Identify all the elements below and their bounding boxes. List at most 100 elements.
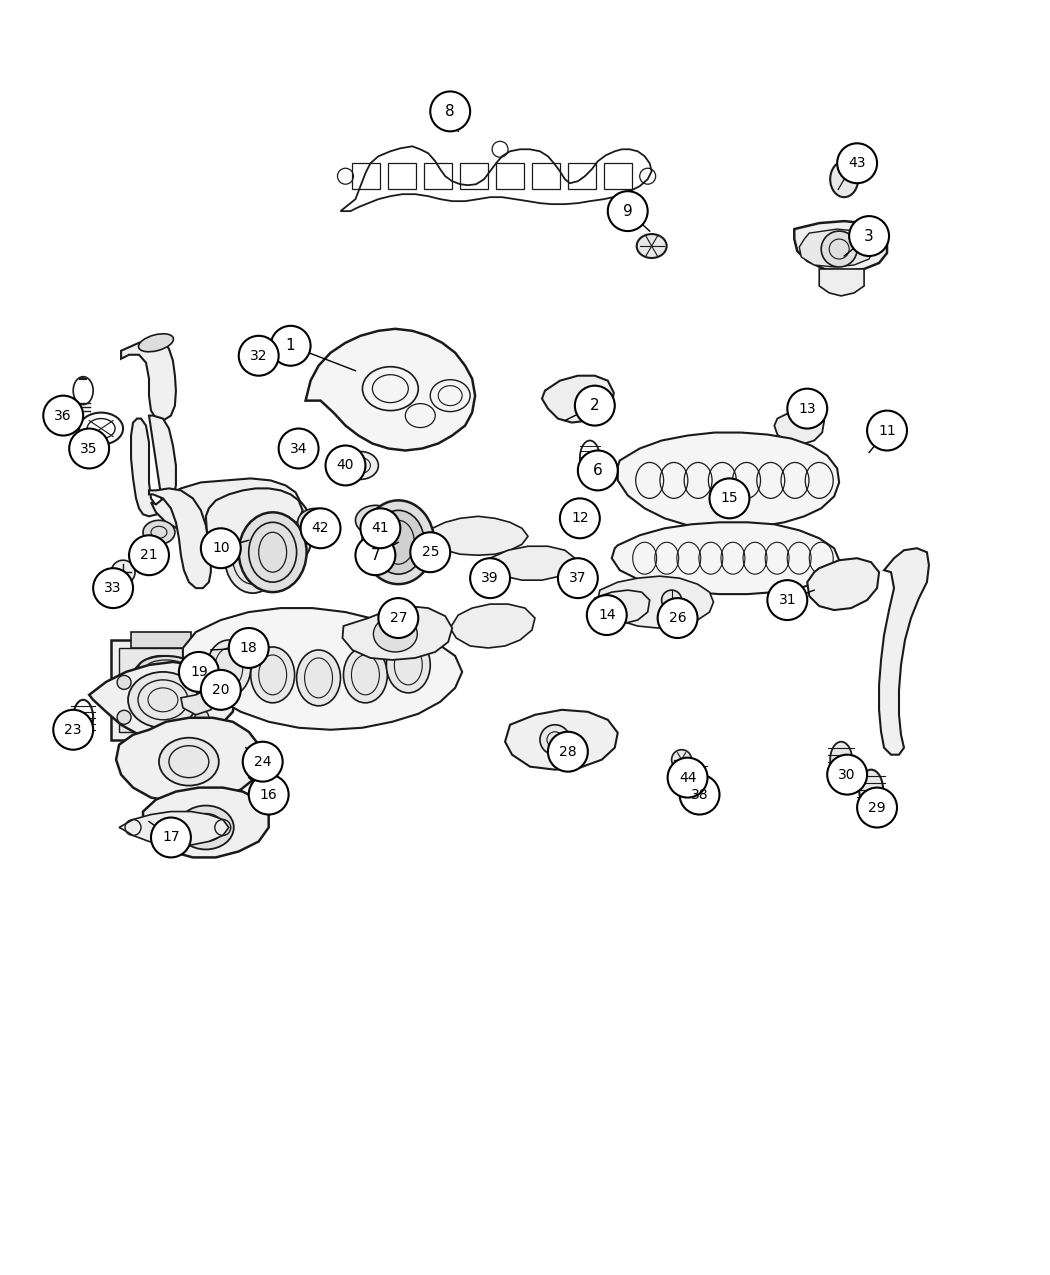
Polygon shape (426, 516, 528, 555)
Text: 42: 42 (312, 521, 330, 536)
Circle shape (548, 732, 588, 771)
Text: 35: 35 (81, 441, 98, 455)
Ellipse shape (159, 738, 218, 785)
Circle shape (679, 775, 719, 815)
Text: 20: 20 (212, 683, 230, 697)
Circle shape (672, 750, 692, 770)
Circle shape (411, 532, 450, 572)
Text: 19: 19 (190, 664, 208, 678)
Circle shape (118, 710, 131, 724)
Polygon shape (794, 221, 887, 272)
Ellipse shape (253, 495, 313, 570)
Circle shape (788, 389, 827, 428)
Circle shape (195, 710, 209, 724)
Circle shape (668, 757, 708, 798)
Circle shape (578, 450, 617, 491)
Circle shape (837, 143, 877, 184)
Ellipse shape (343, 646, 387, 703)
Text: 36: 36 (55, 408, 72, 422)
Text: 24: 24 (254, 755, 272, 769)
Circle shape (470, 558, 510, 598)
Text: 10: 10 (212, 541, 230, 555)
Circle shape (69, 428, 109, 468)
Ellipse shape (143, 520, 175, 544)
Polygon shape (617, 432, 839, 528)
Circle shape (662, 590, 681, 609)
Polygon shape (306, 329, 476, 450)
Polygon shape (183, 608, 462, 729)
Polygon shape (542, 376, 614, 422)
Polygon shape (612, 523, 839, 594)
Circle shape (608, 191, 648, 231)
Circle shape (118, 676, 131, 690)
Circle shape (201, 669, 240, 710)
Circle shape (560, 499, 600, 538)
Circle shape (849, 217, 889, 256)
Circle shape (129, 536, 169, 575)
Polygon shape (89, 662, 236, 740)
Text: 14: 14 (597, 608, 615, 622)
Polygon shape (799, 230, 874, 266)
Circle shape (558, 558, 597, 598)
Circle shape (249, 775, 289, 815)
Ellipse shape (356, 505, 396, 536)
Text: 30: 30 (838, 768, 856, 782)
Circle shape (178, 652, 218, 692)
Ellipse shape (177, 806, 234, 849)
Circle shape (574, 385, 614, 426)
Polygon shape (592, 590, 650, 623)
Text: 26: 26 (669, 611, 687, 625)
Text: 33: 33 (104, 581, 122, 595)
Text: 1: 1 (286, 338, 295, 353)
Bar (111, 640, 211, 739)
Circle shape (243, 742, 282, 782)
Polygon shape (131, 416, 176, 516)
Text: 25: 25 (421, 546, 439, 560)
Text: 16: 16 (259, 788, 277, 802)
Circle shape (867, 411, 907, 450)
Circle shape (326, 445, 365, 486)
Text: 28: 28 (559, 745, 576, 759)
Circle shape (657, 598, 697, 638)
Circle shape (195, 676, 209, 690)
Circle shape (93, 569, 133, 608)
Ellipse shape (238, 513, 307, 592)
Ellipse shape (207, 640, 251, 696)
Circle shape (229, 629, 269, 668)
Circle shape (360, 509, 400, 548)
Circle shape (278, 428, 318, 468)
Ellipse shape (859, 770, 883, 810)
Bar (139, 747, 183, 768)
Text: 7: 7 (371, 548, 380, 562)
Polygon shape (505, 710, 617, 770)
Text: 21: 21 (141, 548, 158, 562)
Text: 43: 43 (848, 157, 866, 171)
Bar (119, 648, 203, 732)
Text: 13: 13 (798, 402, 816, 416)
Polygon shape (119, 812, 229, 845)
Polygon shape (342, 606, 453, 660)
Circle shape (587, 595, 627, 635)
Bar (602, 606, 622, 618)
Ellipse shape (251, 646, 295, 703)
Polygon shape (774, 411, 824, 445)
Text: 39: 39 (481, 571, 499, 585)
Polygon shape (151, 478, 300, 537)
Ellipse shape (297, 509, 334, 537)
Ellipse shape (373, 510, 424, 574)
Polygon shape (450, 604, 534, 648)
Polygon shape (143, 788, 269, 857)
Text: 15: 15 (720, 491, 738, 505)
Polygon shape (181, 688, 216, 715)
Text: 11: 11 (878, 423, 896, 437)
Polygon shape (819, 269, 864, 296)
Ellipse shape (386, 638, 430, 692)
Ellipse shape (138, 655, 194, 680)
Polygon shape (149, 488, 211, 588)
Text: 37: 37 (569, 571, 587, 585)
Ellipse shape (374, 616, 417, 652)
Text: 38: 38 (691, 788, 709, 802)
Circle shape (857, 788, 897, 827)
Text: 41: 41 (372, 521, 390, 536)
Text: 23: 23 (64, 723, 82, 737)
